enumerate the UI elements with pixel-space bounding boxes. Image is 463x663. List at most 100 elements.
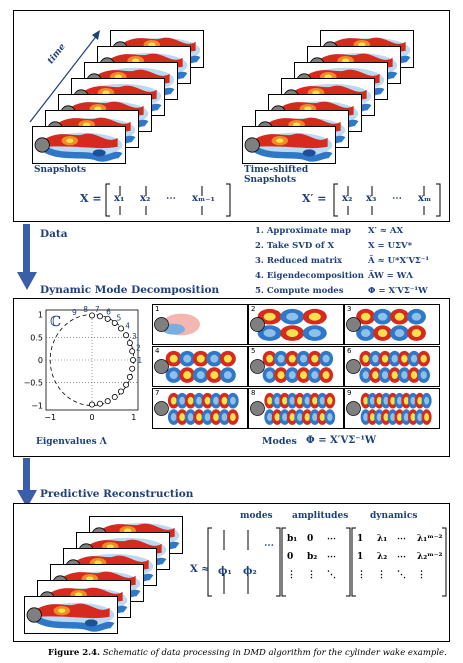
eig-y-tick: 0 [38,356,43,365]
reconstruction-frame [24,596,118,634]
eigenvalue-point [126,374,133,381]
x-col-2: x₂ [140,193,151,204]
xp-col-last: xₘ [418,193,432,204]
mode-number: 9 [347,389,352,397]
mode-number: 1 [155,305,160,313]
reconstruction-brackets [207,527,447,597]
eigenvalue-point [89,312,96,319]
xp-col-1: x₂ [342,193,353,204]
mode-number: 8 [251,389,256,397]
amplitudes-header: amplitudes [292,511,349,521]
eig-mode-index: 7 [95,305,100,314]
mode-cell-1: 1 [152,304,248,345]
dynamics-entry: λ₂ [377,552,388,562]
time-shifted-snapshot-frame [242,126,336,164]
eig-y-tick: −0.5 [24,379,43,388]
eig-mode-index: 2 [136,344,141,353]
mode-number: 3 [347,305,352,313]
step-4-text: 4. Eigendecomposition [255,271,364,281]
caption-label: Figure 2.4. [48,648,100,658]
amplitude-entry: ⋯ [327,552,336,562]
dynamics-entry: λ₂ᵐ⁻² [417,552,443,562]
mode-number: 5 [251,347,256,355]
dynamics-entry: ⋮ [417,570,426,580]
eig-x-tick: 0 [89,413,94,422]
xp-col-dots: ⋯ [392,193,402,204]
amplitude-entry: 0 [287,552,294,562]
step-5-eq: Φ = X′VΣ⁻¹W [368,286,428,296]
mode-cell-3: 3 [344,304,440,345]
eigenvalue-point [129,348,136,355]
mode-cell-8: 8 [248,388,344,429]
amplitude-entry: b₁ [287,534,298,544]
x-matrix-lhs: X = [80,192,102,205]
eigenvalue-point [126,339,133,346]
mode-cell-7: 7 [152,388,248,429]
amplitude-entry: 0 [307,534,314,544]
dynamics-entry: 1 [357,552,364,562]
dynamics-header: dynamics [370,511,418,521]
mode-cell-5: 5 [248,346,344,387]
eigenvalue-point [104,398,111,405]
eigenvalue-point [123,332,130,339]
dmd-title: Dynamic Mode Decomposition [40,284,220,296]
dynamics-entry: 1 [357,534,364,544]
eigenvalue-point [117,325,124,332]
eig-mode-index: 3 [132,332,137,341]
mode-cell-9: 9 [344,388,440,429]
step-5-text: 5. Compute modes [255,286,344,296]
complex-plane-symbol: ℂ [50,314,61,330]
mode-cell-6: 6 [344,346,440,387]
time-shifted-label-1: Time-shifted [244,165,309,175]
amplitude-entry: ⋯ [327,534,336,544]
snapshots-label: Snapshots [34,165,87,175]
eig-mode-index: 6 [106,308,111,317]
dynamics-entry: ⋯ [397,552,406,562]
reconstruction-lhs: X ≈ [190,564,210,575]
step-1-text: 1. Approximate map [255,226,351,236]
eigenvalue-point [111,319,118,326]
amplitude-entry: ⋮ [287,570,296,580]
mode-number: 4 [155,347,160,355]
amplitude-entry: ⋮ [307,570,316,580]
x-col-dots: ⋯ [166,193,176,204]
data-label: Data [40,228,68,240]
xp-matrix-lhs: X′ = [302,192,327,205]
mode-phi-2: ϕ₂ [243,566,257,577]
eig-mode-index: 4 [125,322,130,331]
eig-x-tick: 1 [131,413,136,422]
down-arrow-2-icon [17,458,37,508]
eigenvalue-point [123,381,130,388]
eigenvalue-point [129,357,136,364]
eig-x-tick: −1 [44,413,56,422]
x-col-last: xₘ₋₁ [192,193,215,204]
caption-text: Schematic of data processing in DMD algo… [102,648,447,658]
xp-col-2: x₃ [366,193,377,204]
time-arrow-icon [29,30,100,123]
step-1-eq: X′ ≈ AX [368,226,404,236]
eig-y-tick: −1 [31,401,43,410]
eigenvalue-point [104,315,111,322]
eigenvalue-point [129,365,136,372]
mode-number: 2 [251,305,256,313]
step-2-eq: X = UΣV* [368,241,413,251]
reconstruction-title: Predictive Reconstruction [40,488,194,500]
time-shifted-label-2: Snapshots [244,175,297,185]
figure-caption: Figure 2.4. Schematic of data processing… [48,648,447,658]
mode-number: 6 [347,347,352,355]
dynamics-entry: λ₁ [377,534,388,544]
step-4-eq: ÃW = WΛ [368,271,413,281]
step-3-text: 3. Reduced matrix [255,256,343,266]
modes-label: Modes [262,436,297,447]
eigenvalue-point [89,401,96,408]
mode-cell-2: 2 [248,304,344,345]
dynamics-entry: ⋯ [397,534,406,544]
eig-mode-index: 1 [137,356,142,365]
mode-phi-1: ϕ₁ [218,566,232,577]
mode-number: 7 [155,389,160,397]
modes-header: modes [240,511,273,521]
down-arrow-1-icon [17,224,37,290]
eigenvalue-point [96,313,103,320]
x-col-1: x₁ [114,193,125,204]
mode-dots: ⋯ [264,540,274,551]
